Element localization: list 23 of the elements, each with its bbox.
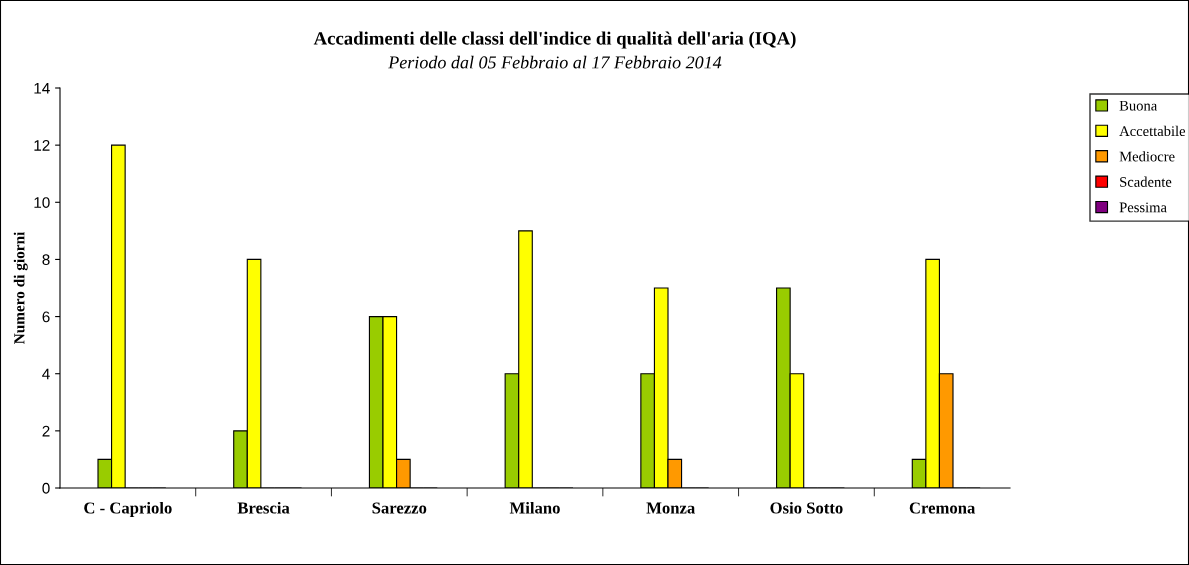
y-tick-label: 4 xyxy=(42,368,50,380)
x-tick-label: Cremona xyxy=(909,502,976,514)
chart-subtitle: Periodo dal 05 Febbraio al 17 Febbraio 2014 xyxy=(388,55,722,69)
legend-label: Pessima xyxy=(1119,202,1167,213)
legend-label: Mediocre xyxy=(1119,151,1175,162)
chart-title: Accadimenti delle classi dell'indice di qualità dell'aria (IQA) xyxy=(313,31,796,49)
x-tick-label: Osio Sotto xyxy=(770,501,843,514)
y-tick-label: 0 xyxy=(42,482,50,494)
legend-label: Buona xyxy=(1119,100,1158,111)
y-tick-label: 6 xyxy=(42,311,50,323)
legend-label: Scadente xyxy=(1120,176,1172,187)
legend-label: Accettabile xyxy=(1119,125,1186,137)
y-tick-label: 8 xyxy=(42,254,50,266)
x-tick-label: C - Capriolo xyxy=(84,501,172,517)
y-tick-label: 2 xyxy=(42,425,50,437)
y-tick-label: 14 xyxy=(34,83,50,94)
x-tick-label: Sarezzo xyxy=(372,502,427,514)
x-tick-label: Monza xyxy=(646,502,695,514)
y-tick-label: 12 xyxy=(34,140,50,151)
y-tick-label: 10 xyxy=(34,197,50,208)
y-axis-title: Numero di giorni xyxy=(13,231,28,345)
x-tick-label: Milano xyxy=(509,501,560,514)
x-tick-label: Brescia xyxy=(237,501,290,514)
